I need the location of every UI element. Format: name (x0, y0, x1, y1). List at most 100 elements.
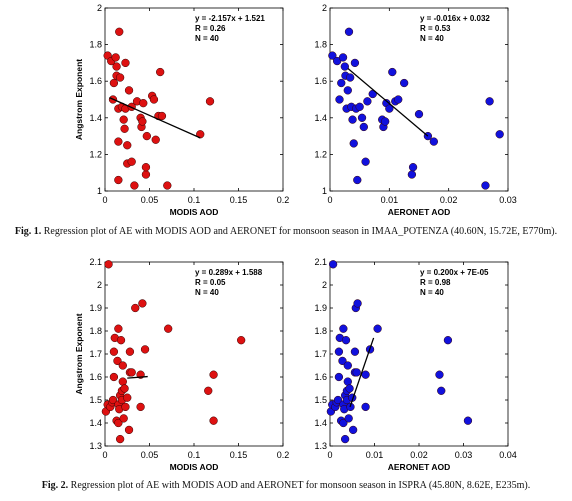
fig2-left-data-point (114, 418, 123, 428)
fig2-right-y-tick-label: 1.5 (314, 395, 327, 405)
fig2-left-data-point (113, 356, 122, 366)
fig2-right-data-point (328, 260, 338, 269)
fig1-left-data-point (115, 73, 125, 82)
fig1-right-data-point (363, 97, 372, 106)
fig1-left-data-point (115, 27, 124, 36)
fig1-right-data-point (429, 137, 438, 146)
fig1-right-y-tick-label: 1.8 (314, 40, 327, 50)
fig2-left-data-point (127, 368, 136, 377)
fig1-right-y-tick-label: 1.6 (314, 76, 327, 86)
fig2-left-data-point (121, 402, 130, 412)
fig1-right-y-tick-label: 1.4 (314, 113, 327, 123)
fig1-left-data-point (121, 58, 130, 68)
fig2-right-data-point (345, 384, 354, 393)
fig2-right-y-tick-label: 1.6 (314, 372, 327, 382)
fig2-right-data-point (348, 425, 358, 435)
fig2-left-data-point (164, 324, 173, 333)
fig1-left-x-tick-label: 0.2 (277, 195, 290, 205)
fig1-left-y-tick-label: 1 (97, 186, 102, 196)
fig2-right-data-point (352, 368, 361, 377)
fig1-right-data-point (335, 95, 344, 104)
fig1-right-data-point (361, 157, 370, 166)
fig1-left-data-point (130, 181, 139, 190)
fig1-right-x-tick-label: 0.02 (440, 195, 458, 205)
fig1-right-data-point (328, 51, 337, 60)
fig2-left-data-point (114, 324, 123, 333)
fig1-left-data-point (111, 53, 120, 62)
fig1-right-data-point (381, 117, 390, 126)
figure-1-caption-text: Regression plot of AE with MODIS AOD and… (43, 226, 558, 237)
fig1-left-data-point (114, 175, 123, 185)
fig1-right-data-point (337, 78, 346, 88)
fig2-left-stats-text: R = 0.05 (195, 278, 226, 287)
fig1-right-data-point (343, 86, 352, 95)
fig2-left-y-tick-label: 1.5 (89, 395, 102, 405)
fig1-right-x-tick-label: 0.01 (381, 195, 399, 205)
fig2-right-data-point (463, 416, 473, 425)
fig2-right-data-point (344, 414, 353, 423)
fig1-right-stats-text: y = -0.016x + 0.032 (420, 14, 490, 23)
fig2-left-data-point (104, 260, 113, 269)
fig2-left-stats-text: N = 40 (195, 288, 219, 297)
fig1-left-y-tick-label: 1.8 (89, 40, 102, 50)
fig1-right-x-axis-label: AERONET AOD (388, 207, 451, 217)
figure-2-caption-text: Regression plot of AE with MODIS AOD and… (70, 480, 531, 491)
fig2-left-x-tick-label: 0.15 (230, 450, 248, 460)
fig1-left-x-tick-label: 0.1 (188, 195, 201, 205)
fig1-right-data-point (407, 170, 417, 179)
fig1-left-data-point (109, 78, 119, 88)
fig2-left-x-axis-label: MODIS AOD (170, 462, 219, 472)
fig1-left-regression-line (109, 97, 201, 139)
fig2-left-data-point (209, 416, 218, 425)
fig2-right-data-point (373, 324, 382, 333)
fig1-right-data-point (400, 78, 409, 88)
fig2-right-data-point (333, 395, 343, 405)
fig2-left-data-point (109, 372, 119, 382)
fig1-left-y-tick-label: 1.6 (89, 76, 102, 86)
fig1-right-data-point (495, 130, 504, 139)
fig1-left-data-point (114, 137, 123, 146)
fig2-right-stats-text: N = 40 (420, 288, 444, 297)
fig1-right-axes-frame (329, 7, 509, 192)
fig1-left-x-tick-label: 0 (102, 195, 107, 205)
figure-2-caption: Fig. 2. Regression plot of AE with MODIS… (0, 480, 572, 491)
fig1-right-data-point (346, 73, 355, 82)
fig1-right-y-tick-label: 1 (322, 186, 327, 196)
fig1-left-data-point (196, 130, 205, 139)
figure-1-caption: Fig. 1. Regression plot of AE with MODIS… (0, 226, 572, 237)
fig1-right-data-point (350, 58, 360, 68)
fig1-left-x-tick-label: 0.05 (141, 195, 159, 205)
fig2-right-y-tick-label: 2 (322, 280, 327, 290)
fig2-left-y-tick-label: 1.4 (89, 418, 102, 428)
fig2-left-y-tick-label: 1.7 (89, 349, 102, 359)
fig2-left-data-point (138, 299, 147, 308)
fig2-right-stats-text: R = 0.98 (420, 278, 451, 287)
fig2-right-x-tick-label: 0.03 (455, 450, 473, 460)
fig2-left-regression-line (127, 375, 148, 379)
fig1-right-data-point (349, 139, 358, 148)
fig1-left-data-point (119, 115, 128, 124)
fig1-left-data-point (149, 95, 159, 104)
fig1-left-y-tick-label: 2 (97, 3, 102, 13)
fig2-right-y-tick-label: 1.4 (314, 418, 327, 428)
fig1-left-data-point (205, 97, 215, 106)
fig2-left-y-tick-label: 1.3 (89, 441, 102, 451)
fig2-left-x-tick-label: 0.2 (277, 450, 290, 460)
fig2-left-y-axis-label: Angstrom Exponent (74, 313, 84, 394)
fig1-right-data-point (357, 113, 367, 122)
fig1-right-data-point (332, 56, 342, 66)
fig2-right-x-axis-label: AERONET AOD (388, 462, 451, 472)
fig1-right-data-point (388, 67, 397, 77)
fig1-left-stats-text: y = -2.157x + 1.521 (195, 14, 265, 23)
fig1-right-data-point (485, 97, 494, 106)
fig1-left-data-point (141, 170, 151, 179)
fig2-right-stats-text: y = 0.200x + 7E-05 (420, 268, 489, 277)
fig2-left-data-point (140, 345, 150, 354)
fig1-left-data-point (156, 67, 165, 77)
fig2-right-data-point (343, 377, 352, 386)
fig2-right-data-point (361, 402, 370, 412)
fig2-left-x-tick-label: 0 (102, 450, 107, 460)
fig2-right-data-point (341, 336, 351, 345)
fig1-left-data-point (120, 124, 129, 133)
fig1-right-data-point (340, 62, 349, 71)
